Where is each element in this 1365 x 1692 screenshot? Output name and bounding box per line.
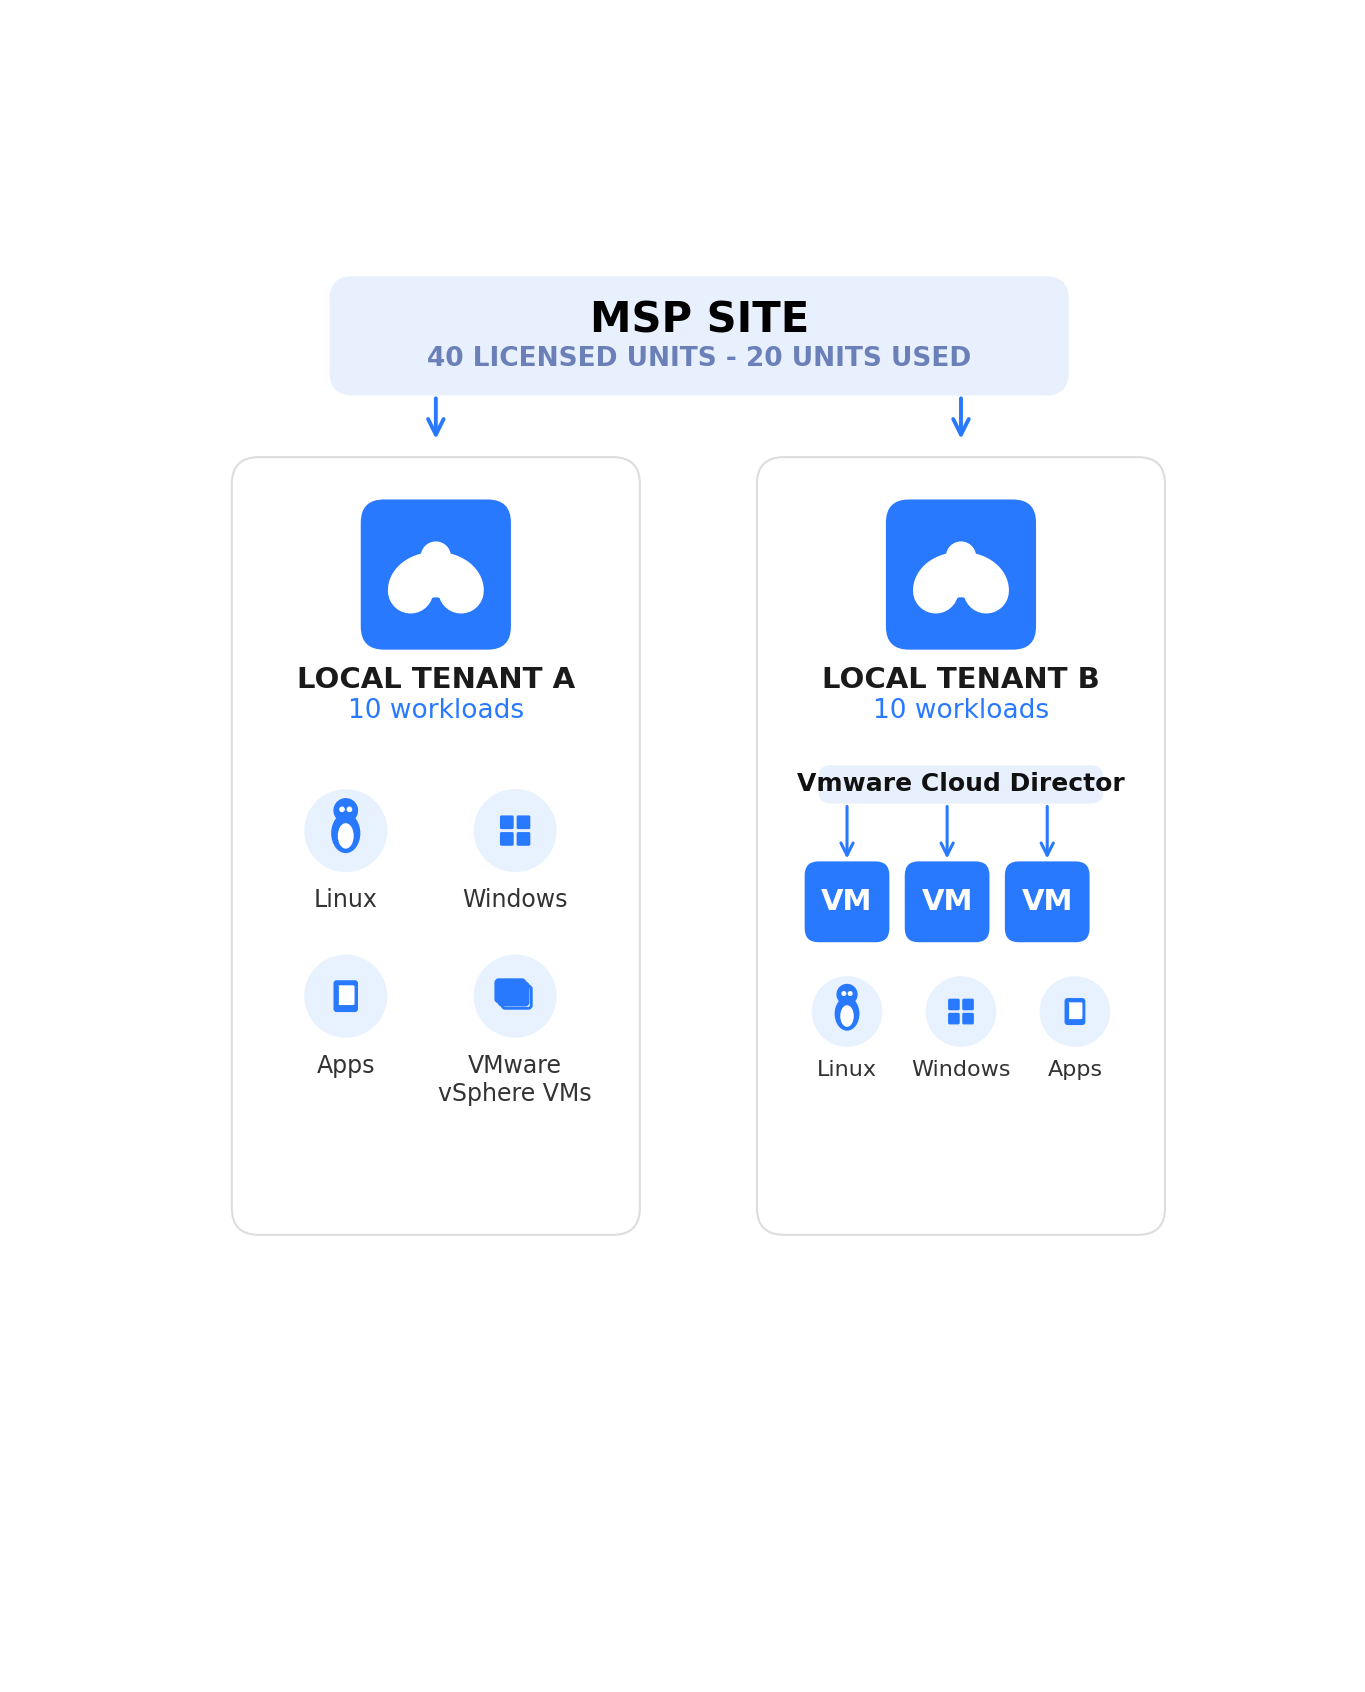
Circle shape [475, 790, 556, 871]
FancyBboxPatch shape [1067, 1002, 1082, 1019]
Circle shape [842, 992, 846, 995]
Text: MSP SITE: MSP SITE [590, 299, 809, 342]
FancyBboxPatch shape [500, 983, 528, 1005]
Text: LOCAL TENANT B: LOCAL TENANT B [822, 667, 1100, 694]
Text: LOCAL TENANT A: LOCAL TENANT A [296, 667, 575, 694]
Text: 10 workloads: 10 workloads [872, 699, 1050, 724]
Ellipse shape [337, 824, 354, 849]
FancyBboxPatch shape [949, 1014, 960, 1024]
Text: 10 workloads: 10 workloads [348, 699, 524, 724]
FancyBboxPatch shape [232, 457, 640, 1235]
Text: VMware
vSphere VMs: VMware vSphere VMs [438, 1054, 592, 1105]
Text: Apps: Apps [1047, 1061, 1103, 1079]
Text: VM: VM [921, 888, 973, 915]
FancyBboxPatch shape [495, 980, 526, 1002]
Circle shape [475, 956, 556, 1037]
FancyBboxPatch shape [333, 980, 358, 1012]
FancyBboxPatch shape [1065, 998, 1085, 1025]
FancyBboxPatch shape [360, 499, 511, 650]
Text: Vmware Cloud Director: Vmware Cloud Director [797, 772, 1125, 797]
FancyBboxPatch shape [334, 985, 339, 1005]
FancyBboxPatch shape [962, 1014, 973, 1024]
FancyBboxPatch shape [886, 499, 1036, 650]
Circle shape [347, 807, 352, 812]
Circle shape [304, 790, 386, 871]
FancyBboxPatch shape [1005, 861, 1089, 942]
Text: VM: VM [1021, 888, 1073, 915]
Circle shape [849, 992, 852, 995]
Text: Linux: Linux [818, 1061, 878, 1079]
FancyBboxPatch shape [905, 861, 990, 942]
Text: Windows: Windows [463, 888, 568, 912]
FancyBboxPatch shape [500, 816, 513, 829]
Ellipse shape [834, 997, 860, 1030]
FancyBboxPatch shape [329, 276, 1069, 396]
Text: Windows: Windows [912, 1061, 1010, 1079]
FancyBboxPatch shape [758, 457, 1166, 1235]
FancyBboxPatch shape [805, 861, 890, 942]
Circle shape [946, 541, 976, 570]
FancyBboxPatch shape [949, 998, 960, 1010]
Circle shape [334, 799, 358, 822]
FancyBboxPatch shape [819, 765, 1103, 804]
FancyBboxPatch shape [337, 985, 355, 1005]
Text: Linux: Linux [314, 888, 378, 912]
Ellipse shape [841, 1005, 853, 1027]
FancyBboxPatch shape [962, 998, 973, 1010]
Circle shape [927, 976, 995, 1046]
Text: 40 LICENSED UNITS - 20 UNITS USED: 40 LICENSED UNITS - 20 UNITS USED [427, 347, 972, 372]
FancyBboxPatch shape [516, 816, 531, 829]
Text: VM: VM [822, 888, 872, 915]
FancyBboxPatch shape [500, 832, 513, 846]
Circle shape [1040, 976, 1110, 1046]
Text: Apps: Apps [317, 1054, 375, 1078]
Circle shape [304, 956, 386, 1037]
FancyBboxPatch shape [1065, 1002, 1069, 1019]
Circle shape [812, 976, 882, 1046]
Circle shape [837, 985, 857, 1005]
Circle shape [340, 807, 344, 812]
Ellipse shape [332, 814, 360, 853]
FancyBboxPatch shape [516, 832, 531, 846]
Circle shape [422, 541, 450, 570]
